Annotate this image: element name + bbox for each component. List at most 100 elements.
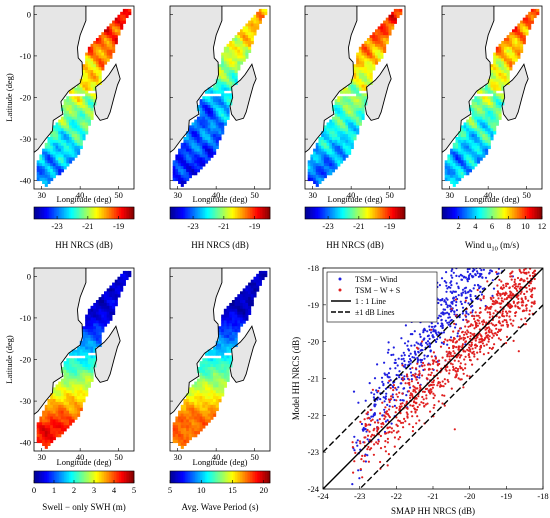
data-cell xyxy=(366,70,371,74)
scatter-point xyxy=(378,418,381,421)
data-cell xyxy=(196,154,201,158)
data-cell xyxy=(313,166,317,170)
data-cell xyxy=(218,346,222,350)
data-cell xyxy=(93,355,97,359)
colorbar-swatch xyxy=(105,207,108,219)
data-cell xyxy=(221,58,225,62)
data-cell xyxy=(482,110,486,115)
data-cell xyxy=(471,139,475,144)
data-cell xyxy=(207,134,211,138)
data-cell xyxy=(210,393,214,397)
data-cell xyxy=(372,64,376,68)
colorbar-swatch xyxy=(191,471,194,483)
data-cell xyxy=(194,401,198,406)
data-cell xyxy=(82,352,86,356)
data-cell xyxy=(55,416,59,420)
data-cell xyxy=(223,61,227,65)
data-cell xyxy=(493,119,497,123)
colorbar-swatch xyxy=(233,207,236,219)
data-cell xyxy=(240,38,244,42)
data-cell xyxy=(199,166,203,170)
scatter-point xyxy=(526,277,529,280)
data-cell xyxy=(261,11,265,16)
data-cell xyxy=(74,390,78,394)
data-cell xyxy=(340,151,344,155)
data-cell xyxy=(42,174,46,179)
data-cell xyxy=(79,381,83,385)
colorbar-tick-label: -19 xyxy=(249,221,260,231)
colorbar-swatch xyxy=(220,207,222,219)
data-cell xyxy=(69,122,73,126)
data-cell xyxy=(229,40,233,45)
data-cell xyxy=(69,131,73,135)
data-cell xyxy=(69,410,73,414)
data-cell xyxy=(90,355,94,359)
data-cell xyxy=(334,139,338,144)
data-cell xyxy=(71,372,75,377)
scatter-point xyxy=(368,382,371,385)
data-cell xyxy=(310,160,314,164)
data-cell xyxy=(487,110,491,115)
data-cell xyxy=(199,401,203,406)
scatter-point xyxy=(498,292,501,295)
scatter-point xyxy=(387,381,390,384)
data-cell xyxy=(380,32,384,36)
scatter-point xyxy=(462,291,465,294)
data-cell xyxy=(60,425,65,429)
data-cell xyxy=(199,419,203,423)
data-cell xyxy=(55,139,59,144)
data-cell xyxy=(194,422,198,426)
data-cell xyxy=(215,134,219,138)
scatter-point xyxy=(420,361,423,364)
data-cell xyxy=(183,422,187,426)
data-cell xyxy=(186,177,190,182)
data-cell xyxy=(218,96,222,100)
data-cell xyxy=(530,20,534,24)
data-cell xyxy=(334,99,338,103)
data-cell xyxy=(82,366,86,371)
data-cell xyxy=(98,70,102,74)
data-cell xyxy=(66,125,70,129)
data-cell xyxy=(517,35,521,39)
data-cell xyxy=(450,151,454,155)
data-cell xyxy=(482,154,486,158)
data-cell xyxy=(87,349,91,353)
data-cell xyxy=(391,26,395,30)
data-cell xyxy=(245,23,249,27)
scatter-point xyxy=(455,274,458,277)
data-cell xyxy=(525,17,529,21)
data-cell xyxy=(186,431,190,435)
data-cell xyxy=(229,96,233,100)
data-cell xyxy=(50,410,54,414)
data-cell xyxy=(356,58,360,62)
data-cell xyxy=(186,134,190,138)
scatter-point xyxy=(439,299,442,302)
colorbar-swatch xyxy=(105,471,108,483)
data-cell xyxy=(186,169,190,173)
data-cell xyxy=(172,177,176,182)
scatter-point xyxy=(457,330,460,333)
data-cell xyxy=(471,148,475,152)
data-cell xyxy=(353,128,357,132)
scatter-point xyxy=(441,326,444,330)
data-cell xyxy=(485,113,489,118)
data-cell xyxy=(42,169,46,173)
data-cell xyxy=(477,139,481,144)
data-cell xyxy=(474,128,478,132)
data-cell xyxy=(364,61,368,65)
colorbar-swatch xyxy=(50,207,53,219)
data-cell xyxy=(479,107,483,112)
data-cell xyxy=(331,131,336,135)
data-cell xyxy=(95,334,100,339)
data-cell xyxy=(79,139,83,144)
data-cell xyxy=(47,174,51,179)
data-cell xyxy=(180,169,184,173)
scatter-point xyxy=(472,275,475,278)
scatter-point xyxy=(390,353,393,357)
data-cell xyxy=(345,113,349,118)
data-cell xyxy=(229,43,233,48)
scatter-point xyxy=(393,436,396,439)
data-cell xyxy=(50,171,54,176)
data-cell xyxy=(55,431,59,435)
scatter-point xyxy=(442,385,445,388)
